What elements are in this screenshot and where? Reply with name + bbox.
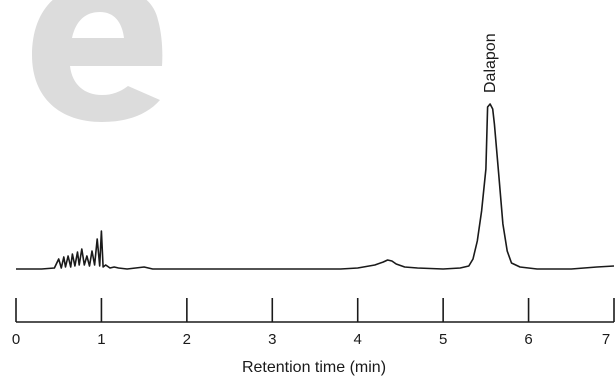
x-tick-label: 5 [439,331,447,348]
x-tick-label: 2 [183,331,191,348]
x-tick-label: 7 [602,331,610,348]
x-axis-label: Retention time (min) [242,359,386,376]
chromatogram-trace [16,103,615,270]
watermark-logo [32,0,163,122]
x-axis: 0 1 2 3 4 5 6 7 [12,298,615,348]
x-tick-label: 0 [12,331,20,348]
x-tick-label: 4 [354,331,362,348]
peak-label: Dalapon [482,33,499,93]
x-tick-label: 6 [524,331,532,348]
x-tick-label: 3 [268,331,276,348]
plot-area: Dalapon [16,33,615,270]
x-tick-label: 1 [97,331,105,348]
